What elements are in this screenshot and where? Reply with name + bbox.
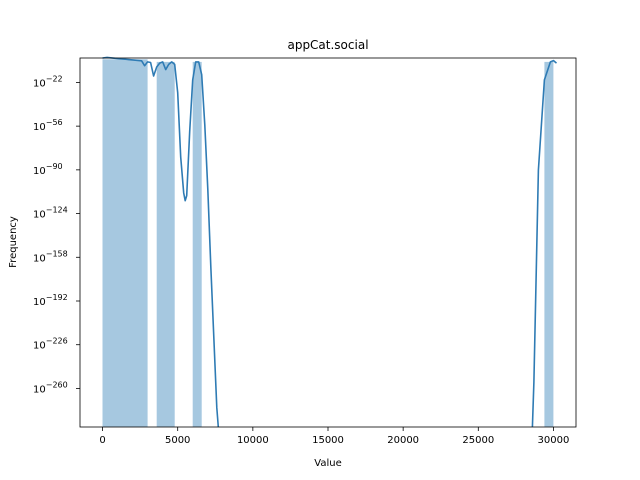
x-axis-label: Value xyxy=(314,458,341,469)
x-tick-label: 30000 xyxy=(538,435,570,446)
x-tick-label: 0 xyxy=(99,435,105,446)
histogram-bar-2 xyxy=(192,61,202,428)
x-tick-label: 20000 xyxy=(387,435,419,446)
histogram-bar-3 xyxy=(544,61,554,428)
x-tick-label: 15000 xyxy=(312,435,344,446)
y-tick-label: 10−124 xyxy=(33,206,68,221)
kde-curves xyxy=(102,56,558,428)
histogram-bars xyxy=(102,59,554,428)
y-tick-label: 10−56 xyxy=(33,118,63,133)
y-axis-label: Frequency xyxy=(8,216,19,268)
histogram-bar-1 xyxy=(156,61,175,428)
x-axis-ticks: 0 5000 10000 15000 20000 25000 30000 xyxy=(99,427,569,446)
y-tick-label: 10−90 xyxy=(33,162,63,177)
plot-frame xyxy=(79,57,577,428)
kde-line-1 xyxy=(531,59,558,428)
histogram-bar-0 xyxy=(102,59,148,428)
x-tick-label: 25000 xyxy=(462,435,494,446)
kde-line-0 xyxy=(102,56,220,428)
x-tick-label: 10000 xyxy=(237,435,269,446)
y-tick-label: 10−260 xyxy=(33,380,68,395)
x-tick-label: 5000 xyxy=(165,435,190,446)
chart-title: appCat.social xyxy=(287,38,368,52)
y-axis-ticks: 10−22 10−56 10−90 10−124 10−158 10−192 10−226 1… xyxy=(33,74,80,395)
y-tick-label: 10−158 xyxy=(33,249,68,264)
y-tick-label: 10−22 xyxy=(33,74,63,89)
y-tick-label: 10−192 xyxy=(33,293,68,308)
y-tick-label: 10−226 xyxy=(33,337,68,352)
